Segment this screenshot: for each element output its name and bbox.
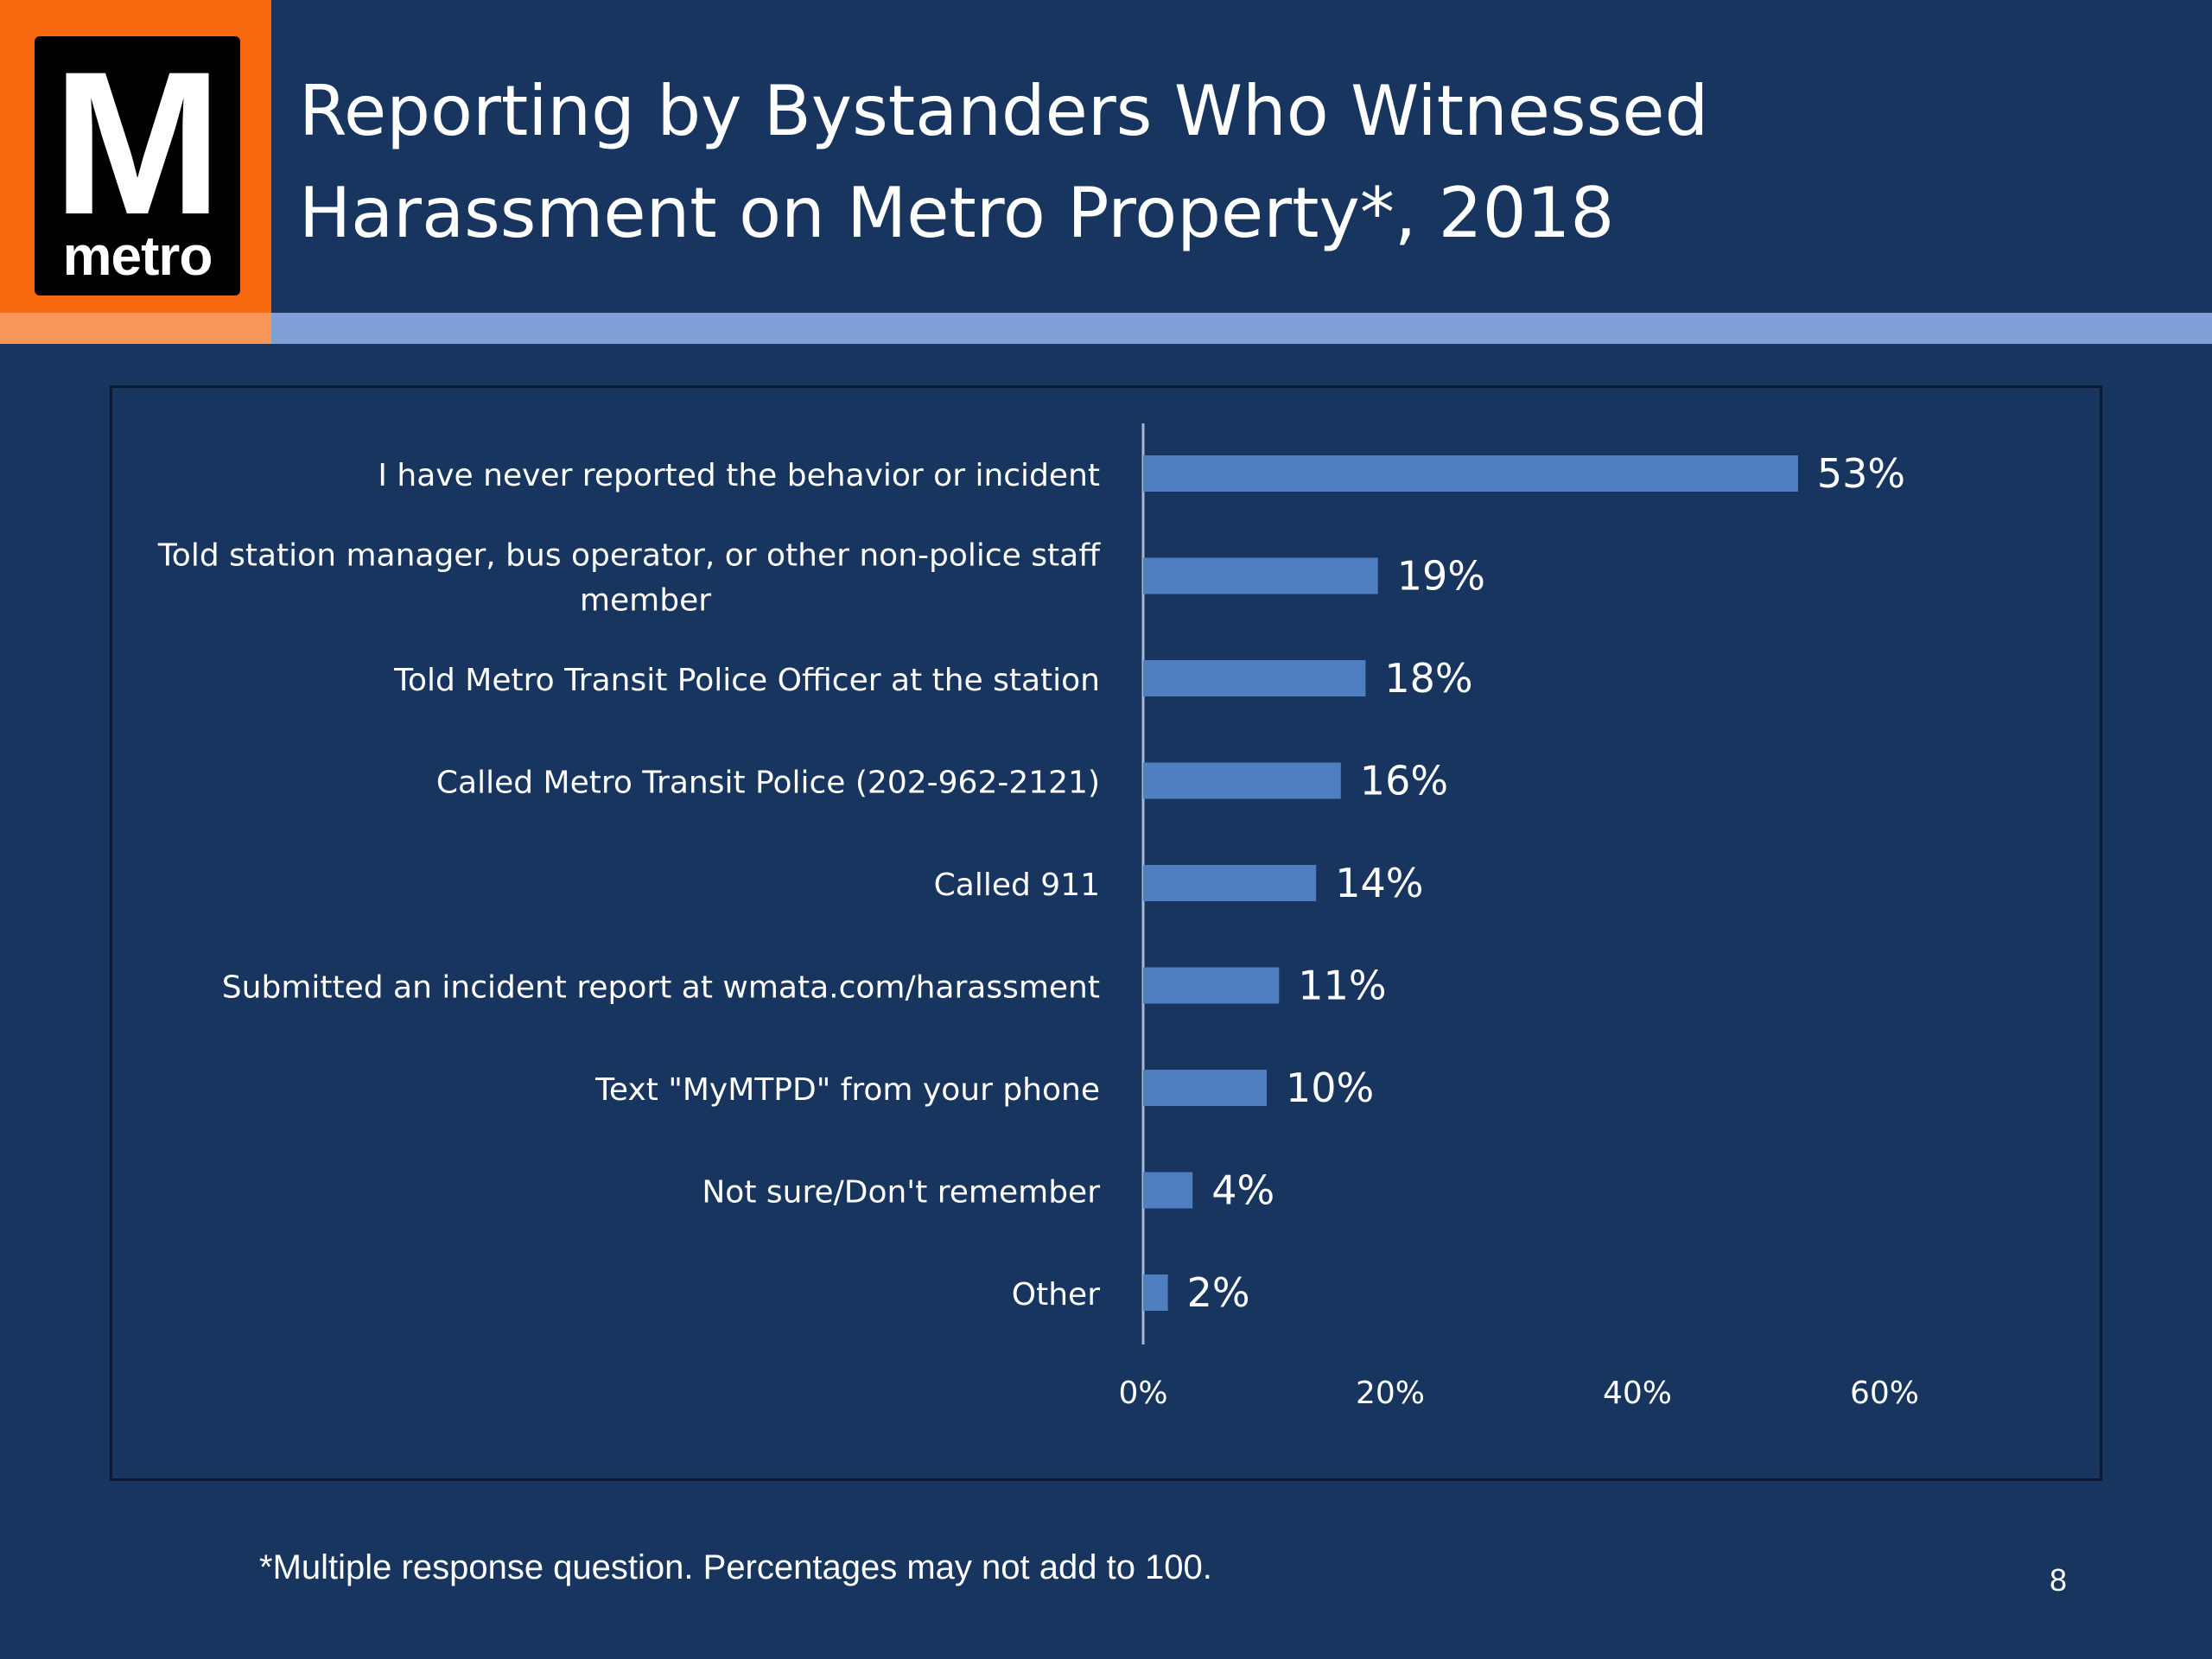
- category-label: Other: [1012, 1277, 1100, 1313]
- category-label: Called Metro Transit Police (202-962-212…: [436, 766, 1100, 801]
- slide-title: Reporting by Bystanders Who Witnessed Ha…: [299, 60, 2113, 264]
- data-label: 53%: [1817, 450, 1905, 497]
- bar: [1143, 1070, 1267, 1106]
- title-divider-band: [271, 313, 2212, 344]
- x-tick-label: 0%: [1118, 1376, 1167, 1411]
- data-label: 2%: [1187, 1269, 1250, 1316]
- x-tick-label: 40%: [1603, 1376, 1672, 1411]
- category-label: Not sure/Don't remember: [702, 1175, 1100, 1211]
- category-label: Told station manager, bus operator, or o…: [157, 538, 1101, 574]
- bar: [1143, 762, 1341, 799]
- x-tick-label: 20%: [1356, 1376, 1425, 1411]
- data-label: 14%: [1335, 860, 1423, 906]
- bar: [1143, 1172, 1193, 1209]
- data-label: 19%: [1397, 553, 1485, 600]
- category-label: Text "MyMTPD" from your phone: [594, 1072, 1100, 1108]
- x-tick-label: 60%: [1850, 1376, 1919, 1411]
- bar: [1143, 967, 1280, 1004]
- bar: [1143, 865, 1317, 901]
- bar: [1143, 660, 1366, 696]
- bar: [1143, 455, 1798, 492]
- slide-title-line1: Reporting by Bystanders Who Witnessed: [299, 71, 1709, 151]
- bar: [1143, 1274, 1168, 1311]
- bar: [1143, 557, 1378, 594]
- logo-wordmark: metro: [62, 225, 213, 287]
- logo-letter: M: [52, 29, 223, 257]
- logo-background: M metro: [0, 0, 271, 313]
- logo-strip: [0, 313, 271, 344]
- footnote: *Multiple response question. Percentages…: [259, 1548, 1212, 1586]
- category-label: member: [580, 583, 711, 619]
- category-label: I have never reported the behavior or in…: [378, 458, 1100, 493]
- category-label: Submitted an incident report at wmata.co…: [222, 970, 1100, 1006]
- data-label: 11%: [1298, 963, 1386, 1009]
- data-label: 18%: [1384, 655, 1472, 702]
- page-number: 8: [2050, 1562, 2068, 1598]
- category-label: Told Metro Transit Police Officer at the…: [393, 663, 1100, 698]
- category-label: Called 911: [934, 868, 1100, 903]
- data-label: 4%: [1211, 1167, 1274, 1214]
- slide-title-line2: Harassment on Metro Property*, 2018: [299, 173, 1615, 253]
- metro-logo: M metro: [35, 36, 240, 296]
- data-label: 16%: [1360, 758, 1448, 804]
- chart-frame: [110, 385, 2102, 1481]
- data-label: 10%: [1286, 1065, 1374, 1111]
